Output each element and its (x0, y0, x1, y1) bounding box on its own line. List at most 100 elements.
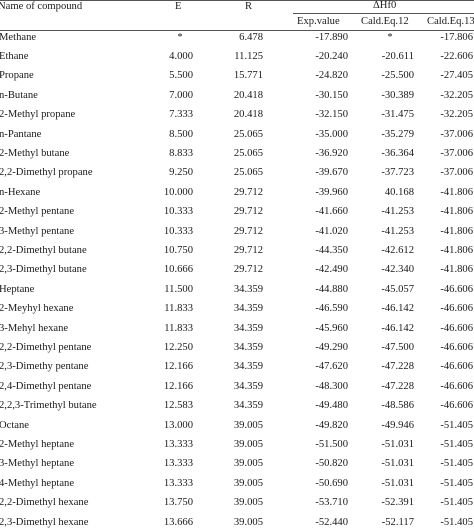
cald-eq12-value: -35.279 (381, 128, 414, 140)
compound-name: 2-Meyhyl hexane (0, 303, 74, 315)
cald-eq12-value: -30.389 (381, 89, 414, 101)
cald-eq13-value: -46.606 (440, 400, 473, 412)
compound-name: 2-Methyl pentane (0, 206, 75, 218)
cald-eq13-value: -46.606 (440, 341, 473, 353)
cald-eq12-value: -47.500 (381, 341, 414, 353)
exp-value: -41.660 (315, 206, 348, 218)
e-value: 13.333 (163, 477, 193, 489)
cald-eq13-value: -41.806 (440, 225, 473, 237)
cald-eq12-value: -41.253 (381, 225, 414, 237)
e-value: 10.000 (163, 186, 193, 198)
e-value: 10.666 (163, 264, 193, 276)
e-value: 12.166 (163, 361, 193, 373)
r-value: 34.359 (233, 303, 263, 315)
cald-eq13-value: -51.405 (440, 477, 473, 489)
cald-eq12-value: -52.391 (381, 497, 414, 509)
compound-name: 2-Methyl butane (0, 147, 70, 159)
r-value: 34.359 (233, 322, 263, 334)
cald-eq13-value: -51.405 (440, 458, 473, 470)
e-value: 13.750 (163, 497, 193, 509)
exp-value: -53.710 (315, 497, 348, 509)
exp-value: -36.920 (315, 147, 348, 159)
cald-eq12-value: -46.142 (381, 303, 414, 315)
compound-name: Octane (0, 419, 29, 431)
r-value: 20.418 (233, 89, 263, 101)
exp-value: -32.150 (315, 109, 348, 121)
table-row: Ethane 4.000 11.125 -20.240 -20.611 -22.606 (0, 47, 474, 66)
cald-eq12-value: -37.723 (381, 167, 414, 179)
cald-eq12-value: -52.117 (381, 516, 414, 528)
r-value: 25.065 (233, 167, 263, 179)
cald-eq13-value: -46.606 (440, 303, 473, 315)
exp-value: -52.440 (315, 516, 348, 528)
table-row: 2-Methyl pentane 10.333 29.712 -41.660 -41.2… (0, 202, 474, 221)
exp-value: -30.150 (315, 89, 348, 101)
e-value: 8.500 (169, 128, 193, 140)
cald-eq13-value: -37.006 (440, 128, 473, 140)
cald-eq13-value: -46.606 (440, 380, 473, 392)
exp-value: -46.590 (315, 303, 348, 315)
e-value: 12.250 (163, 341, 193, 353)
compound-name: Ethane (0, 50, 29, 62)
cald-eq13-value: -37.006 (440, 147, 473, 159)
compound-name: Methane (0, 31, 37, 43)
exp-value: -48.300 (315, 380, 348, 392)
table-row: 3-Methyl pentane 10.333 29.712 -41.020 -41.2… (0, 222, 474, 241)
dhf-rule (293, 13, 474, 14)
cald-eq12-value: -31.475 (381, 109, 414, 121)
compound-name: 2,2-Dimethyl pentane (0, 341, 92, 353)
table-row: 2,2-Dimethyl hexane 13.750 39.005 -53.710 -5… (0, 493, 474, 512)
r-value: 29.712 (233, 264, 263, 276)
table-row: 2,2-Dimethyl pentane 12.250 34.359 -49.290 -… (0, 338, 474, 357)
table-row: Octane 13.000 39.005 -49.820 -49.946 -51.405 (0, 416, 474, 435)
r-value: 39.005 (233, 497, 263, 509)
compound-name: 2,3-Dimethyl hexane (0, 516, 89, 528)
exp-value: -49.820 (315, 419, 348, 431)
r-value: 29.712 (233, 225, 263, 237)
cald-eq12-value: -49.946 (381, 419, 414, 431)
exp-value: -45.960 (315, 322, 348, 334)
exp-value: -42.490 (315, 264, 348, 276)
cald-eq13-value: -51.405 (440, 419, 473, 431)
r-value: 39.005 (233, 458, 263, 470)
table-row: n-Pantane 8.500 25.065 -35.000 -35.279 -37.00… (0, 125, 474, 144)
table-row: Methane * 6.478 -17.890 * -17.806 (0, 28, 474, 47)
r-value: 15.771 (233, 70, 263, 82)
r-value: 34.359 (233, 400, 263, 412)
cald-eq13-value: -22.606 (440, 50, 473, 62)
compound-name: 2,3-Dimethy pentane (0, 361, 89, 373)
header-exp-value: Exp.value (297, 16, 340, 27)
cald-eq13-value: -46.606 (440, 361, 473, 373)
e-value: 11.833 (164, 303, 193, 315)
e-value: 11.500 (164, 283, 193, 295)
r-value: 39.005 (233, 516, 263, 528)
header-name-of-compound: Name of compound (0, 1, 83, 12)
exp-value: -20.240 (315, 50, 348, 62)
exp-value: -51.500 (315, 438, 348, 450)
table-row: n-Hexane 10.000 29.712 -39.960 40.168 -41.806 (0, 183, 474, 202)
e-value: 13.000 (163, 419, 193, 431)
exp-value: -44.880 (315, 283, 348, 295)
compound-name: 2,2,3-Trimethyl butane (0, 400, 97, 412)
cald-eq12-value: -36.364 (381, 147, 414, 159)
table-row: 2,3-Dimethyl butane 10.666 29.712 -42.490 -4… (0, 260, 474, 279)
cald-eq13-value: -46.606 (440, 283, 473, 295)
exp-value: -50.820 (315, 458, 348, 470)
r-value: 29.712 (233, 206, 263, 218)
header-bottom-rule (0, 30, 474, 31)
table-row: 2-Methyl heptane 13.333 39.005 -51.500 -51.0… (0, 435, 474, 454)
compound-name: 2,2-Dimethyl propane (0, 167, 93, 179)
exp-value: -39.670 (315, 167, 348, 179)
compound-name: 3-Methyl pentane (0, 225, 75, 237)
r-value: 34.359 (233, 283, 263, 295)
r-value: 6.478 (239, 31, 263, 43)
table-row: 3-Methyl heptane 13.333 39.005 -50.820 -51.0… (0, 454, 474, 473)
table-row: 2,2,3-Trimethyl butane 12.583 34.359 -49.48… (0, 396, 474, 415)
cald-eq12-value: -20.611 (381, 50, 414, 62)
compound-name: 4-Methyl heptane (0, 477, 75, 489)
exp-value: -41.020 (315, 225, 348, 237)
r-value: 29.712 (233, 244, 263, 256)
cald-eq12-value: -41.253 (381, 206, 414, 218)
cald-eq12-value: -47.228 (381, 380, 414, 392)
r-value: 39.005 (233, 419, 263, 431)
